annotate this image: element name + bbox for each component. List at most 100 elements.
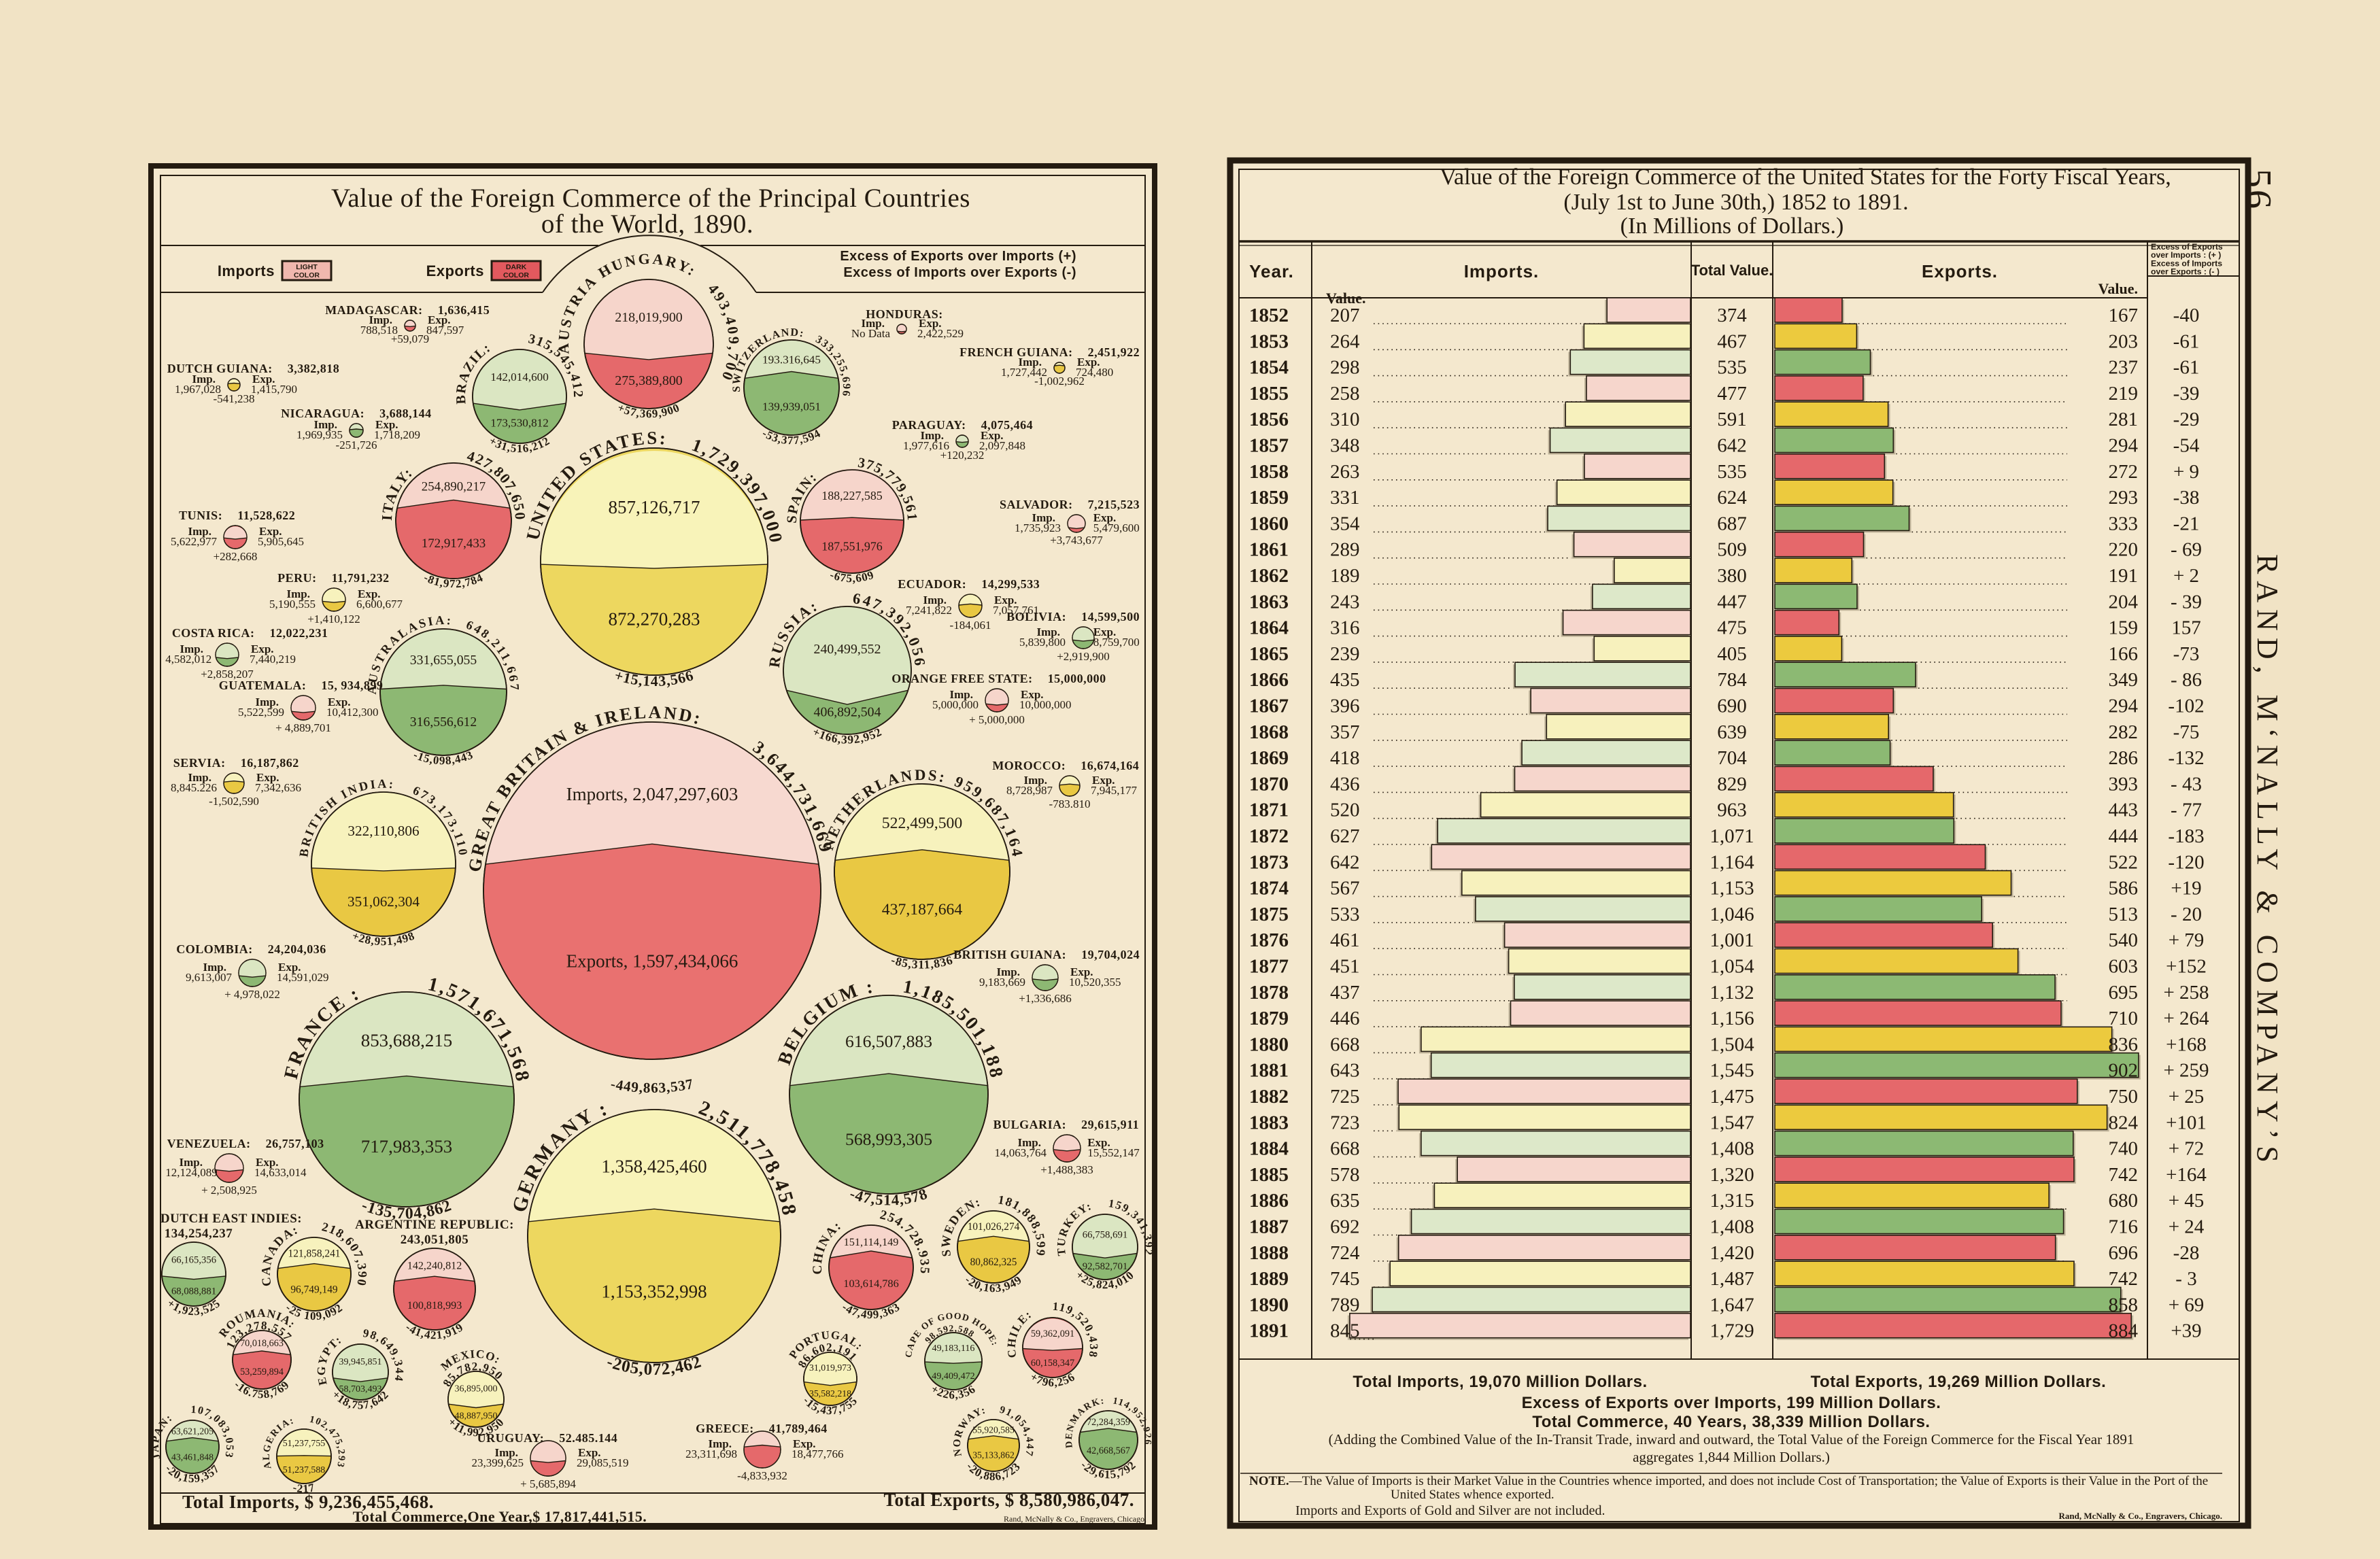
svg-text:+101: +101 xyxy=(2166,1112,2207,1133)
svg-text:103,614,786: 103,614,786 xyxy=(843,1277,898,1290)
svg-text:35,582,218: 35,582,218 xyxy=(809,1388,851,1399)
svg-text:PERU:: PERU: xyxy=(277,571,317,585)
svg-text:218,019,900: 218,019,900 xyxy=(615,310,683,325)
svg-text:1869: 1869 xyxy=(1249,747,1289,769)
svg-text:Imp.: Imp. xyxy=(950,688,973,701)
svg-text:1862: 1862 xyxy=(1249,565,1289,587)
svg-text:858: 858 xyxy=(2109,1294,2139,1316)
svg-text:1856: 1856 xyxy=(1249,409,1289,430)
svg-text:437: 437 xyxy=(1330,982,1360,1004)
svg-text:2,422,529: 2,422,529 xyxy=(917,327,964,340)
svg-text:331,655,055: 331,655,055 xyxy=(410,653,477,668)
svg-text:+168: +168 xyxy=(2166,1033,2207,1055)
svg-text:-251,726: -251,726 xyxy=(336,439,377,451)
svg-text:NICARAGUA:: NICARAGUA: xyxy=(281,407,364,420)
svg-text:567: 567 xyxy=(1330,878,1360,900)
svg-text:444: 444 xyxy=(2109,825,2139,847)
svg-text:NOTE.—The Value of Imports is: NOTE.—The Value of Imports is their Mark… xyxy=(1249,1474,2208,1488)
svg-text:Imp.: Imp. xyxy=(709,1437,732,1450)
svg-text:Total Commerce,One Year,$ 17,8: Total Commerce,One Year,$ 17,817,441,515… xyxy=(353,1508,647,1525)
svg-text:845: 845 xyxy=(1330,1320,1360,1342)
svg-text:1,729: 1,729 xyxy=(1710,1320,1754,1342)
svg-text:+ 2: + 2 xyxy=(2173,565,2199,587)
svg-text:Excess of Exports over Imports: Excess of Exports over Imports (+) xyxy=(840,249,1076,264)
svg-text:5,522,599: 5,522,599 xyxy=(238,706,284,719)
svg-text:51,237,755: 51,237,755 xyxy=(283,1439,326,1449)
svg-text:DUTCH EAST INDIES:: DUTCH EAST INDIES: xyxy=(160,1212,302,1226)
svg-text:1852: 1852 xyxy=(1249,305,1289,326)
svg-text:475: 475 xyxy=(1717,617,1747,639)
svg-text:36,895,000: 36,895,000 xyxy=(455,1384,498,1394)
svg-text:14,591,029: 14,591,029 xyxy=(277,971,329,984)
svg-text:522,499,500: 522,499,500 xyxy=(882,815,962,832)
svg-text:405: 405 xyxy=(1717,643,1747,665)
svg-text:1855: 1855 xyxy=(1249,383,1289,405)
svg-text:272: 272 xyxy=(2109,461,2139,483)
svg-text:243,051,805: 243,051,805 xyxy=(401,1233,469,1247)
svg-text:5,000,000: 5,000,000 xyxy=(932,698,979,711)
svg-text:1,636,415: 1,636,415 xyxy=(438,303,490,317)
svg-text:15,552,147: 15,552,147 xyxy=(1087,1146,1140,1159)
svg-text:134,254,237: 134,254,237 xyxy=(165,1227,233,1241)
svg-text:29,085,519: 29,085,519 xyxy=(577,1456,629,1469)
svg-text:51,237,588: 51,237,588 xyxy=(283,1465,326,1475)
svg-text:157: 157 xyxy=(2171,617,2201,639)
svg-text:Imports.: Imports. xyxy=(1464,261,1540,281)
svg-text:+ 72: + 72 xyxy=(2169,1138,2205,1160)
svg-text:- 39: - 39 xyxy=(2171,591,2202,613)
svg-text:716: 716 xyxy=(2109,1216,2139,1238)
svg-text:1,647: 1,647 xyxy=(1710,1294,1754,1316)
svg-text:Value.: Value. xyxy=(1326,290,1365,307)
svg-text:48,887,950: 48,887,950 xyxy=(455,1411,498,1421)
svg-text:418: 418 xyxy=(1330,747,1360,769)
svg-text:7,440,219: 7,440,219 xyxy=(250,653,296,666)
svg-text:Exp.: Exp. xyxy=(1093,626,1117,638)
svg-text:RAND, MʻNALLY & COMPANYʼS: RAND, MʻNALLY & COMPANYʼS xyxy=(2251,554,2284,1169)
svg-text:Imp.: Imp. xyxy=(287,587,310,600)
svg-text:8,759,700: 8,759,700 xyxy=(1093,636,1140,649)
svg-text:+39: +39 xyxy=(2171,1320,2201,1342)
svg-text:31,019,973: 31,019,973 xyxy=(809,1363,851,1373)
svg-text:357: 357 xyxy=(1330,721,1360,743)
svg-text:1854: 1854 xyxy=(1249,357,1289,379)
svg-text:167: 167 xyxy=(2109,305,2139,326)
svg-text:(In Millions of Dollars.): (In Millions of Dollars.) xyxy=(1620,213,1844,239)
svg-text:ECUADOR:: ECUADOR: xyxy=(898,577,966,591)
svg-text:1,408: 1,408 xyxy=(1710,1216,1754,1238)
svg-text:1880: 1880 xyxy=(1249,1033,1289,1055)
svg-text:1891: 1891 xyxy=(1249,1320,1289,1342)
svg-text:- 69: - 69 xyxy=(2171,539,2202,561)
svg-text:1860: 1860 xyxy=(1249,513,1289,534)
svg-text:643: 643 xyxy=(1330,1060,1360,1082)
svg-text:- 43: - 43 xyxy=(2171,773,2202,795)
svg-text:60,158,347: 60,158,347 xyxy=(1031,1358,1074,1369)
svg-text:-183: -183 xyxy=(2168,825,2204,847)
svg-text:- 86: - 86 xyxy=(2171,669,2202,691)
svg-text:14,599,500: 14,599,500 xyxy=(1081,610,1140,623)
svg-text:461: 461 xyxy=(1330,929,1360,951)
svg-text:66,165,356: 66,165,356 xyxy=(171,1255,216,1266)
svg-text:URUGUAY:: URUGUAY: xyxy=(477,1431,545,1445)
svg-text:Imp.: Imp. xyxy=(921,429,944,442)
svg-text:7,241,822: 7,241,822 xyxy=(906,604,952,617)
svg-text:Imp.: Imp. xyxy=(180,1156,203,1169)
svg-text:63,621,205: 63,621,205 xyxy=(171,1426,214,1437)
svg-text:Imports, 2,047,297,603: Imports, 2,047,297,603 xyxy=(566,784,738,804)
svg-text:824: 824 xyxy=(2109,1112,2139,1133)
svg-text:-184,061: -184,061 xyxy=(950,619,991,632)
svg-text:Total Value.: Total Value. xyxy=(1691,262,1773,279)
svg-text:1,727,442: 1,727,442 xyxy=(1001,366,1047,379)
svg-text:+ 9: + 9 xyxy=(2173,461,2199,483)
svg-text:829: 829 xyxy=(1717,773,1747,795)
svg-text:159: 159 xyxy=(2109,617,2139,639)
svg-text:-39: -39 xyxy=(2173,383,2200,405)
svg-text:+120,232: +120,232 xyxy=(940,449,985,462)
svg-text:5,622,977: 5,622,977 xyxy=(171,535,218,548)
svg-text:142,014,600: 142,014,600 xyxy=(490,371,548,383)
svg-text:254,890,217: 254,890,217 xyxy=(422,479,486,494)
svg-text:(July 1st to June 30th,) 1852: (July 1st to June 30th,) 1852 to 1891. xyxy=(1563,190,1908,215)
svg-text:42,668,567: 42,668,567 xyxy=(1087,1445,1130,1456)
svg-text:316: 316 xyxy=(1330,617,1360,639)
svg-text:FRENCH GUIANA:: FRENCH GUIANA: xyxy=(959,345,1073,359)
svg-text:Imp.: Imp. xyxy=(1024,774,1047,787)
